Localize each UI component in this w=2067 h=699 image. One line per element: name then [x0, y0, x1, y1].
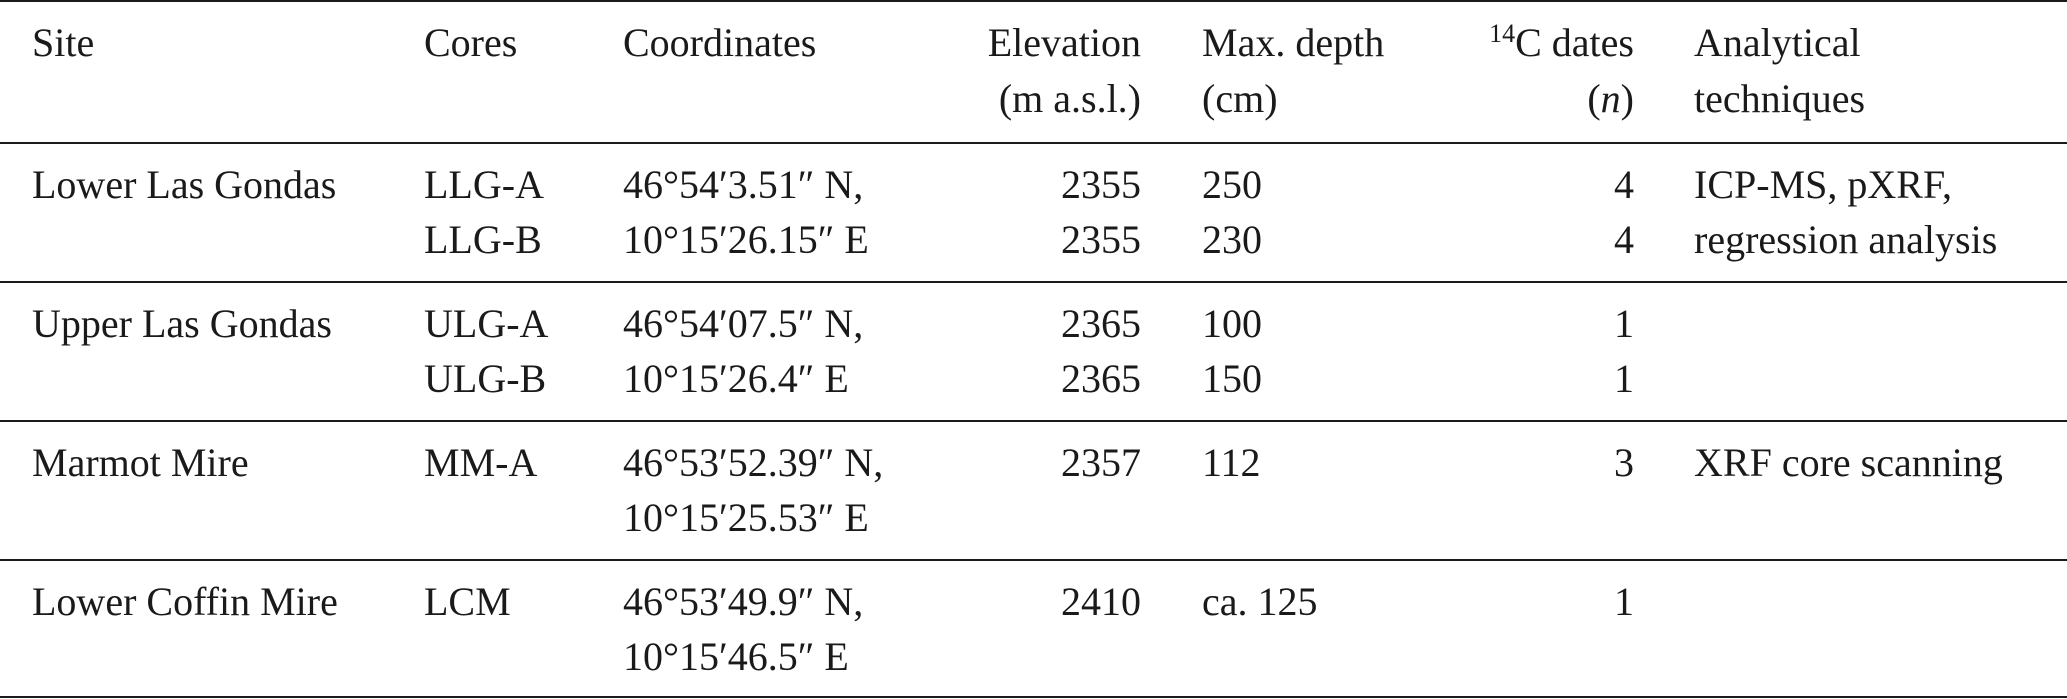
header-cell: Elevation	[987, 20, 1141, 65]
site-cell: Lower Coffin Mire	[32, 579, 338, 624]
header-text: n	[1600, 76, 1621, 121]
technique-cell: XRF core scanning	[1694, 440, 2003, 485]
elevation-cell: 2365	[1061, 301, 1141, 346]
header-cell: Coordinates	[623, 20, 817, 65]
header-text: )	[1620, 76, 1634, 121]
core-cell: ULG-A	[424, 301, 549, 346]
dates-cell: 1	[1614, 301, 1634, 346]
coordinate-cell: 10°15′26.4″ E	[623, 356, 849, 401]
technique-cell: ICP-MS, pXRF,	[1694, 162, 1952, 207]
elevation-cell: 2357	[1061, 440, 1141, 485]
header-cell: (n)	[1587, 74, 1634, 124]
header-cell: (m a.s.l.)	[998, 76, 1141, 121]
row-rule	[0, 696, 2067, 698]
header-text: C dates	[1515, 20, 1634, 65]
coordinate-cell: 10°15′46.5″ E	[623, 634, 849, 679]
site-cell: Upper Las Gondas	[32, 301, 332, 346]
header-cell: (cm)	[1202, 76, 1278, 121]
coordinate-cell: 46°54′07.5″ N,	[623, 301, 864, 346]
row-rule	[0, 281, 2067, 283]
elevation-cell: 2355	[1061, 162, 1141, 207]
header-text: (	[1587, 76, 1601, 121]
header-cell: Cores	[424, 20, 518, 65]
header-cell: techniques	[1694, 76, 1866, 121]
row-rule	[0, 420, 2067, 422]
coordinate-cell: 46°53′49.9″ N,	[623, 579, 864, 624]
dates-cell: 1	[1614, 579, 1634, 624]
coordinate-cell: 46°54′3.51″ N,	[623, 162, 864, 207]
depth-cell: ca. 125	[1202, 579, 1318, 624]
dates-cell: 4	[1614, 162, 1634, 207]
depth-cell: 100	[1202, 301, 1262, 346]
core-cell: LLG-B	[424, 217, 542, 262]
core-cell: ULG-B	[424, 356, 547, 401]
site-cell: Lower Las Gondas	[32, 162, 337, 207]
dates-cell: 1	[1614, 356, 1634, 401]
core-cell: LCM	[424, 579, 511, 624]
technique-cell: regression analysis	[1694, 217, 1998, 262]
site-cell: Marmot Mire	[32, 440, 249, 485]
depth-cell: 230	[1202, 217, 1262, 262]
coordinate-cell: 10°15′25.53″ E	[623, 495, 869, 540]
header-cell: Site	[32, 20, 95, 65]
dates-cell: 3	[1614, 440, 1634, 485]
elevation-cell: 2410	[1061, 579, 1141, 624]
coordinate-cell: 10°15′26.15″ E	[623, 217, 869, 262]
header-rule	[0, 142, 2067, 144]
header-cell: Max. depth	[1202, 20, 1385, 65]
header-cell: Analytical	[1694, 20, 1861, 65]
depth-cell: 112	[1202, 440, 1261, 485]
depth-cell: 150	[1202, 356, 1262, 401]
dates-cell: 4	[1614, 217, 1634, 262]
top-rule	[0, 0, 2067, 2]
superscript: 14	[1489, 19, 1516, 48]
core-cell: MM-A	[424, 440, 538, 485]
header-cell: 14C dates	[1489, 18, 1634, 68]
core-cell: LLG-A	[424, 162, 544, 207]
coordinate-cell: 46°53′52.39″ N,	[623, 440, 884, 485]
elevation-cell: 2365	[1061, 356, 1141, 401]
row-rule	[0, 559, 2067, 561]
elevation-cell: 2355	[1061, 217, 1141, 262]
depth-cell: 250	[1202, 162, 1262, 207]
